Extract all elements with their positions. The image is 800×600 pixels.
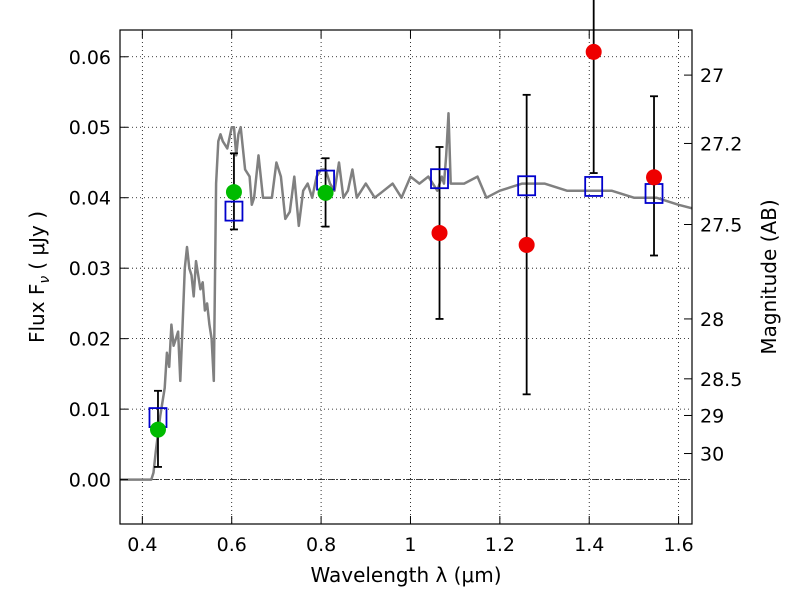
model-square-marker [517,175,537,197]
y2-tick-label: 29 [700,405,724,427]
y2-tick-label: 27.5 [700,214,742,236]
y-tick-label: 0.03 [69,258,111,280]
y2-tick-label: 27 [700,65,724,87]
y2-axis-label: Magnitude (AB) [757,199,781,354]
x-tick-label: 0.8 [306,534,336,556]
model-spectrum-line [120,111,692,481]
x-tick-label: 0.6 [217,534,247,556]
plot-area [120,111,692,481]
y2-tick-label: 30 [700,444,724,466]
y-axis-label-subscript: ν [37,276,53,284]
infrared-point [518,236,535,253]
model-square-marker [224,200,244,222]
y-tick-label: 0.05 [69,117,111,139]
model-square-marker [584,176,604,197]
model-square-marker [430,168,449,190]
markers [148,43,664,438]
y2-tick-label: 28 [700,309,724,331]
y-tick-label: 0.01 [69,399,111,421]
axis-ticks: 0.4 0.6 0.8 1 1.2 1.4 1.6 0.00 0.01 0.02 0.03 0.04 0… [69,30,742,556]
infrared-point [431,224,448,241]
plot-frame [119,29,693,525]
y-tick-label: 0.06 [69,47,111,69]
optical-point [225,184,242,201]
y-tick-label: 0.00 [69,470,111,492]
optical-point [317,184,334,201]
x-tick-label: 1.6 [663,534,693,556]
y-axis-label: Flux Fν( μJy ) [25,211,53,343]
y2-tick-label: 28.5 [700,369,742,391]
infrared-point [646,169,663,186]
infrared-point [585,43,602,60]
y-tick-label: 0.02 [69,329,111,351]
x-tick-label: 1.2 [485,534,515,556]
y-tick-label: 0.04 [69,188,111,210]
x-axis-label: Wavelength λ (μm) [310,563,501,587]
optical-point [149,421,166,438]
x-tick-label: 0.4 [127,534,157,556]
y2-tick-label: 27.2 [700,133,742,155]
x-tick-label: 1 [404,534,416,556]
x-tick-label: 1.4 [574,534,604,556]
